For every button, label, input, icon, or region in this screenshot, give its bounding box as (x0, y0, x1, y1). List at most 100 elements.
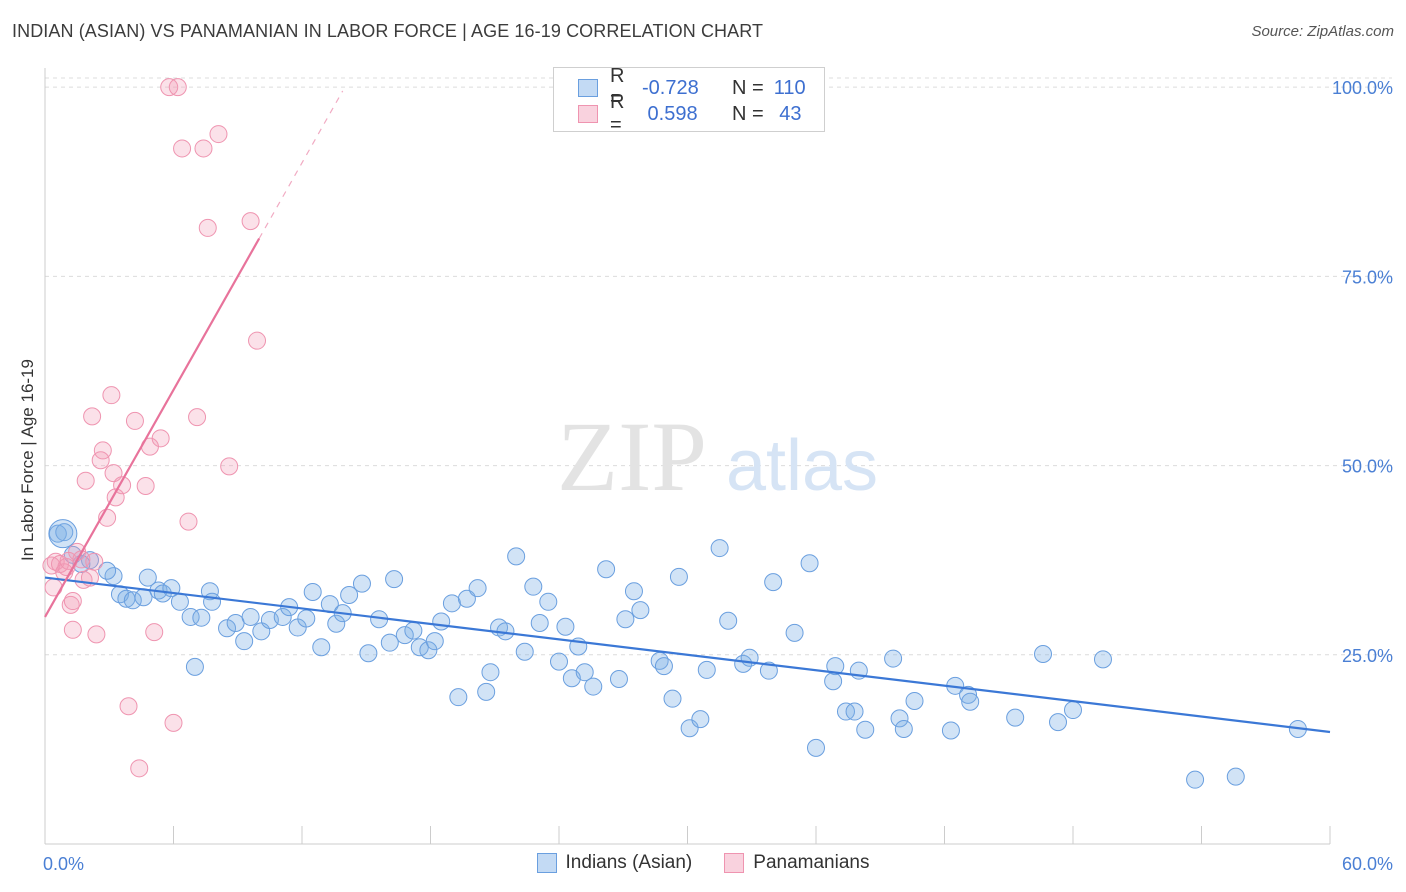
point-indians (884, 649, 903, 668)
point-panamanians (220, 457, 239, 476)
point-indians (449, 688, 468, 707)
point-indians (584, 677, 603, 696)
point-indians (624, 582, 643, 601)
point-indians (654, 657, 673, 676)
trend-line-panamanians-extension (258, 90, 344, 239)
trend-line-panamanians (44, 237, 261, 618)
point-indians (616, 610, 635, 629)
point-panamanians (248, 331, 267, 350)
grid (45, 77, 1392, 656)
point-indians (575, 663, 594, 682)
point-indians (530, 613, 549, 632)
point-indians (185, 657, 204, 676)
point-indians (218, 619, 237, 638)
point-indians (663, 689, 682, 708)
legend-swatch-indians (578, 79, 598, 97)
point-indians (764, 573, 783, 592)
point-panamanians (125, 411, 144, 430)
point-indians (241, 607, 260, 626)
point-indians (669, 567, 688, 586)
point-panamanians (102, 386, 121, 405)
point-indians (192, 608, 211, 627)
point-panamanians (179, 512, 198, 531)
point-indians (807, 738, 825, 757)
point-panamanians (168, 78, 187, 97)
point-indians (539, 592, 558, 611)
point-indians (359, 644, 378, 663)
point-indians (395, 626, 414, 645)
point-indians (609, 670, 628, 689)
point-indians (556, 617, 575, 636)
point-indians (824, 672, 843, 691)
point-panamanians (93, 441, 112, 460)
point-indians (959, 685, 978, 704)
point-indians (961, 692, 980, 711)
point-indians (340, 585, 359, 604)
point-indians (1006, 708, 1025, 727)
point-indians (312, 638, 331, 657)
point-indians (1034, 645, 1053, 664)
point-indians (1093, 650, 1112, 669)
correlation-legend: R = -0.728 N = 110 R = 0.598 N = 43 (553, 65, 825, 136)
watermark-atlas: atlas (726, 426, 878, 506)
legend-n-label: N = (732, 76, 764, 99)
point-indians (894, 719, 913, 738)
y-tick-label: 25.0% (1342, 646, 1393, 666)
point-indians (826, 657, 845, 676)
point-panamanians (83, 407, 102, 426)
legend-n-value: 110 (773, 76, 806, 99)
trend-lines (44, 90, 1331, 734)
point-panamanians (209, 125, 228, 144)
point-panamanians (63, 620, 82, 639)
axes (44, 68, 1331, 845)
legend-r-label: R = (610, 65, 625, 110)
point-indians (785, 623, 804, 642)
point-panamanians (87, 625, 106, 644)
point-panamanians (151, 429, 170, 448)
legend-swatch-indians (536, 853, 557, 873)
legend-r-value: 0.598 (642, 102, 698, 125)
legend-r-value: -0.728 (642, 76, 699, 99)
point-indians (200, 582, 219, 601)
point-indians (719, 611, 738, 630)
point-panamanians (188, 408, 207, 427)
legend-r-label: R = (610, 91, 625, 136)
legend-n-value: 43 (773, 102, 802, 125)
point-indians (597, 560, 616, 579)
point-panamanians (119, 697, 138, 716)
point-panamanians (164, 713, 183, 732)
point-indians (138, 568, 157, 587)
point-indians (477, 682, 496, 701)
point-indians (235, 632, 254, 651)
x-tick-label: 0.0% (43, 854, 84, 874)
point-indians-large (48, 519, 78, 549)
tick-labels: 25.0% 50.0% 75.0% 100.0% 0.0% 60.0% (43, 78, 1393, 874)
point-indians (759, 661, 778, 680)
point-indians (123, 591, 142, 610)
point-indians (1226, 767, 1245, 786)
point-indians (905, 691, 924, 710)
point-panamanians (173, 139, 192, 158)
point-indians (98, 561, 117, 580)
point-panamanians (85, 552, 104, 571)
point-indians (550, 652, 568, 671)
point-indians (327, 614, 346, 633)
legend-row-panamanians: R = 0.598 N = 43 (578, 91, 802, 136)
point-indians (432, 612, 451, 631)
legend-label-indians: Indians (Asian) (565, 852, 693, 873)
point-panamanians (63, 592, 82, 611)
point-indians (385, 570, 404, 589)
legend-swatch-panamanians (724, 853, 745, 873)
legend-row-indians: R = -0.728 N = 110 (578, 65, 806, 110)
watermark-zip: ZIP (557, 401, 707, 512)
y-tick-label: 50.0% (1342, 457, 1393, 477)
legend-item-panamanians: Panamanians (724, 852, 869, 874)
point-indians (507, 547, 526, 566)
point-indians (134, 588, 153, 607)
point-panamanians (130, 759, 149, 778)
legend-n-label: N = (732, 102, 764, 125)
point-indians (800, 554, 819, 573)
point-indians (515, 642, 534, 661)
point-panamanians (76, 471, 95, 490)
point-panamanians (194, 139, 213, 158)
